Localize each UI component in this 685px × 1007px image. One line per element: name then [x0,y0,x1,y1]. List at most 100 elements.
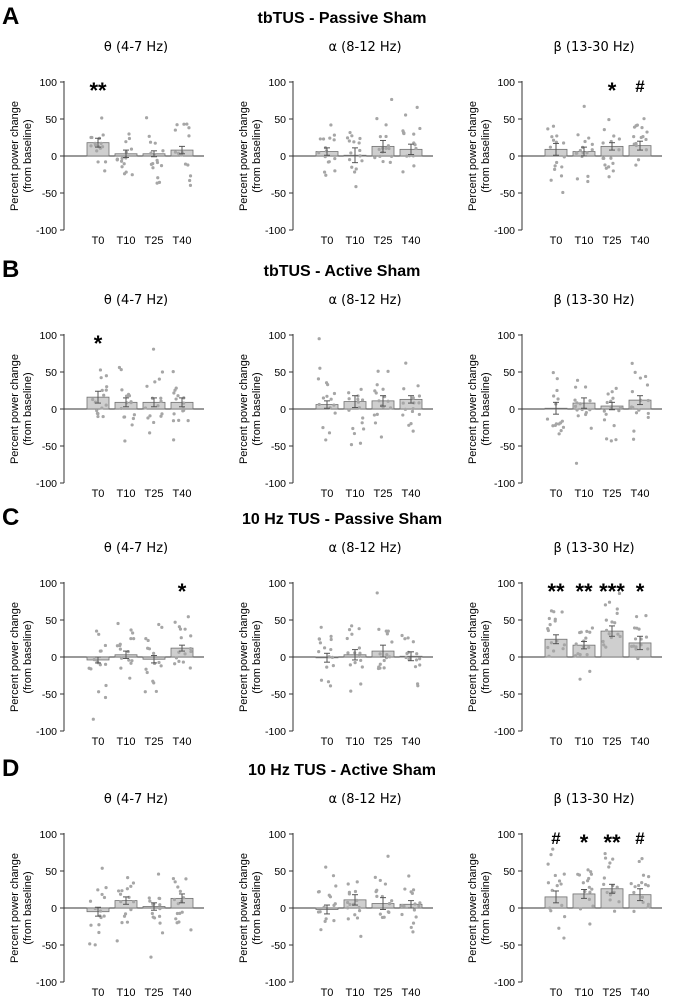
data-point [349,443,354,447]
data-point [100,116,104,120]
data-point [329,123,333,127]
data-point [129,884,133,888]
data-point [551,649,556,653]
data-point [326,680,331,684]
x-tick-label: T40 [173,488,192,500]
x-tick-label: T40 [402,488,421,500]
data-point [589,870,593,874]
data-point [586,179,590,184]
data-point [574,642,578,646]
data-point [179,636,183,640]
data-point [389,154,394,159]
band-label: θ (4-7 Hz) [104,40,168,55]
data-point [132,637,136,641]
data-point [608,898,612,902]
data-point [632,429,636,433]
x-tick-label: T40 [173,736,192,748]
y-tick-label: -100 [36,977,57,989]
data-point [573,398,577,402]
x-tick-label: T0 [92,736,105,748]
data-point [124,140,128,144]
data-point [187,126,191,130]
y-tick-label: 100 [39,578,57,590]
data-point [119,159,124,163]
data-point [411,429,415,433]
data-point [630,389,635,394]
y-tick-label: 50 [45,114,57,126]
data-point [617,591,622,596]
data-point [183,652,187,656]
data-point [346,651,350,655]
y-tick-label: -50 [271,689,286,701]
data-point [644,883,648,887]
data-point [602,418,607,422]
y-tick-label: -50 [500,689,515,701]
significance-marker: # [635,77,645,96]
data-point [546,881,551,885]
data-point [607,165,611,169]
y-tick-label: 0 [509,151,515,163]
data-point [102,895,107,900]
data-point [182,122,186,126]
data-point [324,917,328,921]
data-point [158,903,162,907]
data-point [601,639,605,644]
data-point [573,404,578,408]
data-point [378,652,382,656]
data-point [129,400,133,404]
data-point [573,654,577,658]
data-point [157,377,161,381]
data-point [172,412,176,416]
x-tick-label: T10 [117,488,136,500]
y-tick-label: 0 [280,903,286,915]
data-point [359,682,363,686]
y-tick-label: 100 [497,330,515,342]
data-point [129,628,133,632]
data-point [156,872,161,876]
data-point [152,681,156,685]
data-point [560,165,564,169]
data-point [358,441,363,445]
x-tick-label: T0 [321,987,334,999]
data-point [358,148,362,153]
data-point [188,666,192,670]
data-point [322,646,327,650]
data-point [558,421,563,425]
y-axis-label: Percent power change [238,354,250,464]
data-point [352,140,356,144]
x-tick-label: T40 [402,987,421,999]
data-point [545,417,550,421]
data-point [646,647,650,651]
data-point [549,853,553,857]
data-point [151,347,156,351]
data-point [321,396,326,400]
data-point [324,173,328,177]
data-point [98,649,102,653]
data-point [328,136,332,140]
data-point [579,630,583,634]
data-point [390,899,394,903]
data-point [640,857,644,861]
y-tick-label: -50 [500,188,515,200]
data-point [103,662,108,666]
y-tick-label: -50 [271,441,286,453]
data-point [636,656,640,661]
data-point [331,874,336,878]
data-point [129,636,133,641]
data-point [348,663,352,667]
data-point [601,141,605,145]
data-point [635,123,639,127]
data-point [100,892,104,897]
data-point [127,136,132,141]
data-point [604,645,608,649]
y-tick-label: -50 [500,441,515,453]
data-point [548,622,552,627]
data-point [407,423,411,427]
data-point [348,902,352,907]
data-point [99,376,103,380]
data-point [353,661,357,665]
data-point [352,431,357,436]
y-tick-label: -100 [494,225,515,237]
data-point [555,160,559,165]
data-point [130,173,134,177]
